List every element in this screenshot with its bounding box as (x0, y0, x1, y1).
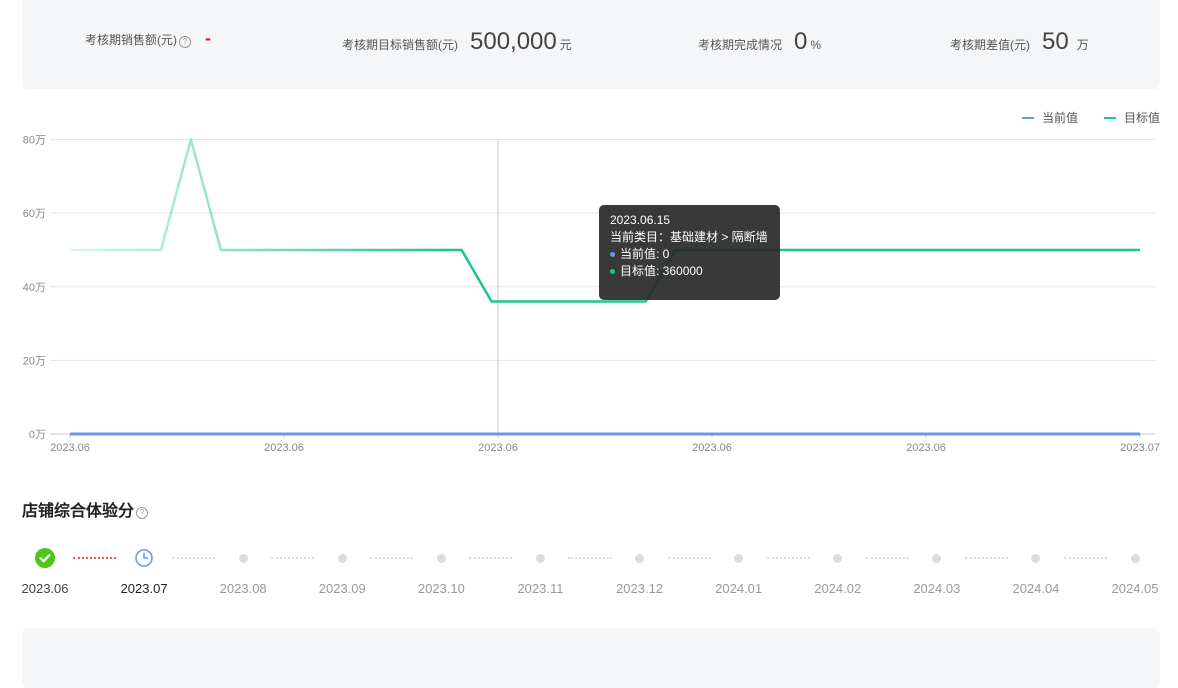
stat-difference-unit: 万 (1076, 38, 1089, 52)
chart-tooltip: 2023.06.15 当前类目：基础建材 > 隔断墙 当前值: 0 目标值: 3… (599, 205, 780, 300)
timeline-item[interactable]: 2024.01 (699, 540, 779, 596)
tooltip-target-row: 目标值: 360000 (610, 263, 769, 280)
timeline-month-label: 2024.05 (1111, 581, 1159, 596)
legend-target-label: 目标值 (1124, 111, 1161, 125)
stat-difference-value: 50 (1042, 28, 1069, 55)
dot-icon (699, 540, 779, 576)
stat-target-sales-label: 考核期目标销售额(元) (342, 38, 458, 52)
timeline-connector (271, 557, 315, 559)
x-tick-label: 2023.07 (1120, 442, 1160, 454)
timeline-connector (172, 557, 216, 559)
tooltip-target-dot (610, 269, 615, 274)
timeline-connector (1063, 557, 1107, 559)
timeline-month-label: 2023.11 (517, 581, 564, 596)
timeline-item[interactable]: 2023.12 (600, 540, 680, 596)
legend-target-swatch (1104, 116, 1116, 119)
help-icon[interactable]: ? (179, 36, 191, 48)
dot-icon (897, 540, 977, 576)
timeline-month-label: 2023.10 (417, 581, 465, 596)
tooltip-date: 2023.06.15 (610, 213, 671, 227)
help-icon[interactable]: ? (136, 507, 149, 519)
dot-icon (600, 540, 680, 576)
timeline-item[interactable]: 2023.07 (104, 540, 184, 596)
timeline-item[interactable]: 2024.04 (996, 540, 1076, 596)
stats-panel: 考核期销售额(元)? - 考核期目标销售额(元) 500,000 元 考核期完成… (22, 0, 1160, 89)
stat-sales-label: 考核期销售额(元) (85, 33, 177, 47)
stat-target-sales: 考核期目标销售额(元) 500,000 元 (342, 28, 572, 56)
stat-difference-label: 考核期差值(元) (950, 38, 1030, 52)
x-tick-label: 2023.06 (692, 442, 732, 454)
stat-completion: 考核期完成情况 0 % (698, 28, 821, 56)
timeline-item[interactable]: 2023.06 (5, 540, 85, 596)
clock-icon (104, 540, 184, 576)
stat-sales: 考核期销售额(元)? - (85, 28, 211, 49)
stat-target-sales-value: 500,000 (470, 28, 557, 55)
line-chart[interactable]: 0万 20万 40万 60万 80万 2023.06 2023.06 2023.06 2023… (0, 100, 1178, 470)
score-panel (22, 628, 1160, 688)
timeline-month-label: 2024.01 (715, 581, 763, 596)
timeline-item[interactable]: 2023.10 (401, 540, 481, 596)
timeline-connector (667, 557, 711, 559)
tooltip-current-row: 当前值: 0 (610, 246, 769, 263)
month-timeline: 2023.06 2023.07 2023.08 2023.09 2023.10 2023.… (0, 540, 1178, 610)
dot-icon (798, 540, 878, 576)
y-tick-label: 80万 (23, 135, 46, 147)
timeline-month-label: 2023.12 (616, 581, 664, 596)
legend-current[interactable]: 当前值 (1022, 109, 1078, 126)
timeline-connector (469, 557, 513, 559)
legend-current-swatch (1022, 116, 1034, 119)
timeline-item[interactable]: 2024.03 (897, 540, 977, 596)
check-circle-icon (5, 540, 85, 576)
timeline-connector (964, 557, 1008, 559)
dot-icon (996, 540, 1076, 576)
timeline-month-label: 2023.07 (120, 581, 168, 596)
stat-completion-label: 考核期完成情况 (698, 38, 783, 52)
tooltip-category: 当前类目：基础建材 > 隔断墙 (610, 230, 768, 244)
x-tick-label: 2023.06 (50, 442, 90, 454)
timeline-item[interactable]: 2024.02 (798, 540, 878, 596)
timeline-month-label: 2024.02 (814, 581, 862, 596)
x-tick-label: 2023.06 (478, 442, 518, 454)
timeline-item[interactable]: 2023.11 (500, 540, 580, 596)
x-tick-label: 2023.06 (906, 442, 946, 454)
section-title-text: 店铺综合体验分 (22, 503, 135, 520)
timeline-connector (766, 557, 810, 559)
timeline-month-label: 2023.06 (21, 581, 69, 596)
timeline-item[interactable]: 2023.08 (203, 540, 283, 596)
tooltip-target-value: 目标值: 360000 (620, 264, 703, 278)
timeline-month-label: 2023.08 (219, 581, 267, 596)
stat-target-sales-unit: 元 (559, 38, 572, 52)
timeline-item[interactable]: 2024.05 (1095, 540, 1175, 596)
dot-icon (500, 540, 580, 576)
y-tick-label: 20万 (23, 355, 46, 367)
legend-current-label: 当前值 (1042, 111, 1079, 125)
dot-icon (401, 540, 481, 576)
dot-icon (302, 540, 382, 576)
timeline-item[interactable]: 2023.09 (302, 540, 382, 596)
stat-sales-value: - (205, 28, 211, 48)
tooltip-current-value: 当前值: 0 (620, 247, 670, 261)
timeline-connector (73, 557, 117, 559)
legend-target[interactable]: 目标值 (1104, 109, 1160, 126)
stat-completion-unit: % (810, 38, 822, 52)
y-tick-label: 40万 (23, 282, 46, 294)
timeline-month-label: 2023.09 (318, 581, 366, 596)
timeline-connector (568, 557, 612, 559)
dot-icon (1095, 540, 1175, 576)
dot-icon (203, 540, 283, 576)
y-tick-label: 0万 (29, 429, 46, 441)
x-tick-label: 2023.06 (264, 442, 304, 454)
timeline-month-label: 2024.03 (913, 581, 961, 596)
stat-completion-value: 0 (794, 28, 808, 55)
section-title: 店铺综合体验分? (22, 497, 149, 521)
y-tick-label: 60万 (23, 208, 46, 220)
timeline-connector (370, 557, 414, 559)
timeline-connector (865, 557, 909, 559)
stat-difference: 考核期差值(元) 50 万 (950, 28, 1089, 56)
timeline-month-label: 2024.04 (1012, 581, 1060, 596)
tooltip-current-dot (610, 252, 615, 257)
